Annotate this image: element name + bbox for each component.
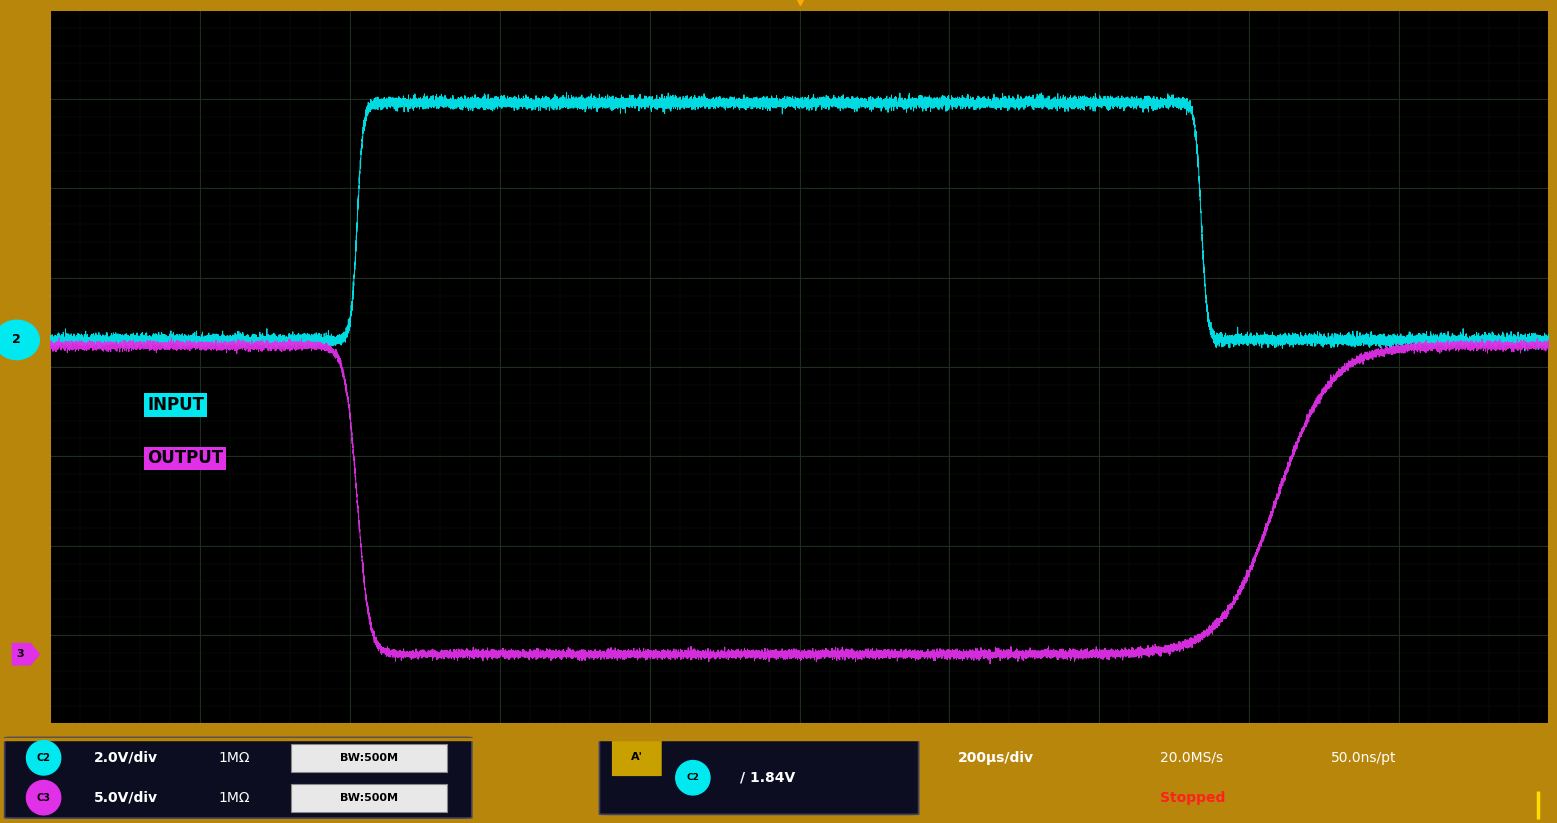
Text: 3: 3 — [16, 649, 23, 659]
Text: C2: C2 — [687, 774, 699, 782]
Text: A': A' — [631, 752, 643, 762]
Text: / 1.84V: / 1.84V — [740, 770, 794, 785]
Text: BW:500M: BW:500M — [339, 793, 399, 802]
Text: OUTPUT: OUTPUT — [148, 449, 223, 467]
FancyArrow shape — [12, 644, 39, 665]
Ellipse shape — [676, 760, 710, 795]
Ellipse shape — [26, 741, 61, 775]
Text: 200μs/div: 200μs/div — [958, 751, 1034, 765]
FancyBboxPatch shape — [291, 783, 447, 811]
Text: 1MΩ: 1MΩ — [218, 791, 249, 805]
Text: INPUT: INPUT — [148, 396, 204, 414]
FancyBboxPatch shape — [599, 739, 919, 815]
FancyBboxPatch shape — [612, 737, 662, 776]
FancyBboxPatch shape — [291, 744, 447, 772]
Text: 50.0ns/pt: 50.0ns/pt — [1331, 751, 1397, 765]
Ellipse shape — [0, 320, 39, 360]
Text: C3: C3 — [37, 793, 50, 802]
Text: Stopped: Stopped — [1160, 791, 1225, 805]
FancyBboxPatch shape — [5, 737, 472, 818]
Text: C2: C2 — [37, 753, 50, 763]
Text: 2: 2 — [12, 333, 22, 346]
Text: 5.0V/div: 5.0V/div — [93, 791, 157, 805]
Text: 20.0MS/s: 20.0MS/s — [1160, 751, 1224, 765]
Text: BW:500M: BW:500M — [339, 753, 399, 763]
Text: 2.0V/div: 2.0V/div — [93, 751, 157, 765]
Ellipse shape — [26, 780, 61, 815]
Text: 1MΩ: 1MΩ — [218, 751, 249, 765]
